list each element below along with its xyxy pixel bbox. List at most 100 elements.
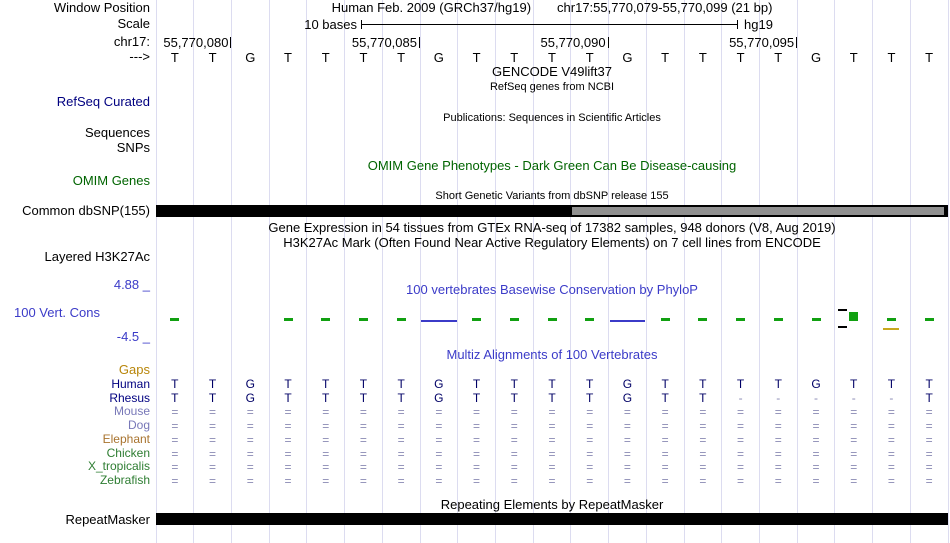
alignment-base: - <box>776 390 781 405</box>
track-label-refseq-curated[interactable]: RefSeq Curated <box>56 94 150 109</box>
alignment-base: T <box>284 377 292 391</box>
track-title-publications[interactable]: Publications: Sequences in Scientific Ar… <box>443 112 661 124</box>
alignment-base: = <box>887 446 895 461</box>
grid-line <box>758 0 760 543</box>
alignment-base: = <box>473 405 481 420</box>
alignment-base: = <box>812 460 820 475</box>
track-label-omim-genes[interactable]: OMIM Genes <box>72 173 150 188</box>
species-label-x_tropicalis[interactable]: X_tropicalis <box>87 459 150 474</box>
alignment-base: = <box>435 446 443 461</box>
conservation-mark <box>585 318 595 321</box>
track-title-h3k27ac[interactable]: H3K27Ac Mark (Often Found Near Active Re… <box>283 235 821 250</box>
grid-line <box>721 0 723 543</box>
alignment-base: = <box>850 473 858 488</box>
alignment-base: = <box>887 460 895 475</box>
track-title-gencode[interactable]: GENCODE V49lift37 <box>492 64 612 79</box>
track-title-omim[interactable]: OMIM Gene Phenotypes - Dark Green Can Be… <box>367 158 737 173</box>
alignment-base: = <box>359 405 367 420</box>
ruler-position-label: 55,770,085 <box>351 35 417 50</box>
alignment-base: = <box>435 432 443 447</box>
window-position-display: Human Feb. 2009 (GRCh37/hg19) chr17:55,77… <box>156 1 948 14</box>
alignment-base: = <box>812 446 820 461</box>
alignment-base: = <box>586 432 594 447</box>
alignment-base: = <box>737 473 745 488</box>
alignment-base: T <box>699 377 707 391</box>
grid-line <box>645 0 647 543</box>
species-label-chicken[interactable]: Chicken <box>106 445 150 460</box>
track-title-dbsnp[interactable]: Short Genetic Variants from dbSNP releas… <box>435 190 669 202</box>
dbsnp-common-variant-bar[interactable] <box>156 205 948 217</box>
alignment-base: T <box>510 390 518 405</box>
species-label-dog[interactable]: Dog <box>127 418 150 433</box>
alignment-base: - <box>738 390 743 405</box>
alignment-base: = <box>397 432 405 447</box>
scale-bar-left-cap <box>361 20 362 29</box>
grid-line <box>834 0 836 543</box>
alignment-base: G <box>245 390 255 405</box>
alignment-base: = <box>774 405 782 420</box>
alignment-base: = <box>699 432 707 447</box>
alignment-base: T <box>171 377 179 391</box>
scale-bar-right-cap <box>737 20 738 29</box>
grid-line <box>532 0 534 543</box>
track-title-gtex[interactable]: Gene Expression in 54 tissues from GTEx … <box>268 220 836 235</box>
track-label-snps[interactable]: SNPs <box>116 140 150 155</box>
alignment-base: = <box>510 446 518 461</box>
grid-line <box>230 0 232 543</box>
alignment-base: = <box>661 460 669 475</box>
species-label-rhesus[interactable]: Rhesus <box>109 390 150 405</box>
alignment-base: = <box>548 419 556 434</box>
alignment-base: = <box>548 460 556 475</box>
species-label-elephant[interactable]: Elephant <box>102 431 150 446</box>
repeatmasker-bar[interactable] <box>156 513 948 525</box>
alignment-base: = <box>586 446 594 461</box>
alignment-base: = <box>623 460 631 475</box>
ruler-tick <box>607 37 609 48</box>
alignment-base: = <box>397 405 405 420</box>
ruler-position-label: 55,770,095 <box>729 35 795 50</box>
sequence-base: G <box>433 50 444 65</box>
alignment-base: T <box>925 377 933 391</box>
alignment-base: = <box>284 432 292 447</box>
sequence-base: T <box>321 50 330 65</box>
species-label-mouse[interactable]: Mouse <box>113 404 150 419</box>
track-title-multiz[interactable]: Multiz Alignments of 100 Vertebrates <box>446 347 658 362</box>
track-label-100-vert-cons[interactable]: 100 Vert. Cons <box>14 305 100 320</box>
dbsnp-variant-segment-gray[interactable] <box>572 207 944 215</box>
species-label-human[interactable]: Human <box>111 377 150 391</box>
grid-line <box>796 0 798 543</box>
track-label-gaps[interactable]: Gaps <box>118 362 150 377</box>
track-title-refseq[interactable]: RefSeq genes from NCBI <box>489 81 615 93</box>
sequence-base: T <box>925 50 934 65</box>
alignment-base: = <box>623 405 631 420</box>
track-title-repeatmasker[interactable]: Repeating Elements by RepeatMasker <box>440 497 664 512</box>
alignment-base: T <box>359 390 368 405</box>
track-label-repeatmasker[interactable]: RepeatMasker <box>65 512 150 527</box>
alignment-base: = <box>548 432 556 447</box>
alignment-base: T <box>774 377 782 391</box>
alignment-base: = <box>774 460 782 475</box>
conservation-mark <box>358 318 368 321</box>
track-label-layered-h3k27ac[interactable]: Layered H3K27Ac <box>44 249 150 264</box>
conservation-mark <box>773 318 783 321</box>
alignment-base: T <box>736 377 745 391</box>
track-title-phylop[interactable]: 100 vertebrates Basewise Conservation by… <box>406 282 698 297</box>
alignment-base: = <box>661 446 669 461</box>
alignment-base: = <box>925 446 933 461</box>
alignment-base: = <box>661 432 669 447</box>
alignment-base: T <box>397 377 405 391</box>
track-label-sequences[interactable]: Sequences <box>84 125 150 140</box>
alignment-base: = <box>359 419 367 434</box>
alignment-base: T <box>510 377 518 391</box>
grid-line <box>947 0 949 543</box>
direction-arrow-label: ---> <box>129 49 150 64</box>
alignment-base: = <box>586 405 594 420</box>
alignment-base: = <box>699 446 707 461</box>
alignment-base: = <box>397 460 405 475</box>
alignment-base: = <box>548 446 556 461</box>
species-label-zebrafish[interactable]: Zebrafish <box>99 472 150 487</box>
alignment-base: G <box>622 377 633 391</box>
grid-line <box>909 0 911 543</box>
track-label-common-dbsnp[interactable]: Common dbSNP(155) <box>22 203 150 218</box>
alignment-base: = <box>774 432 782 447</box>
